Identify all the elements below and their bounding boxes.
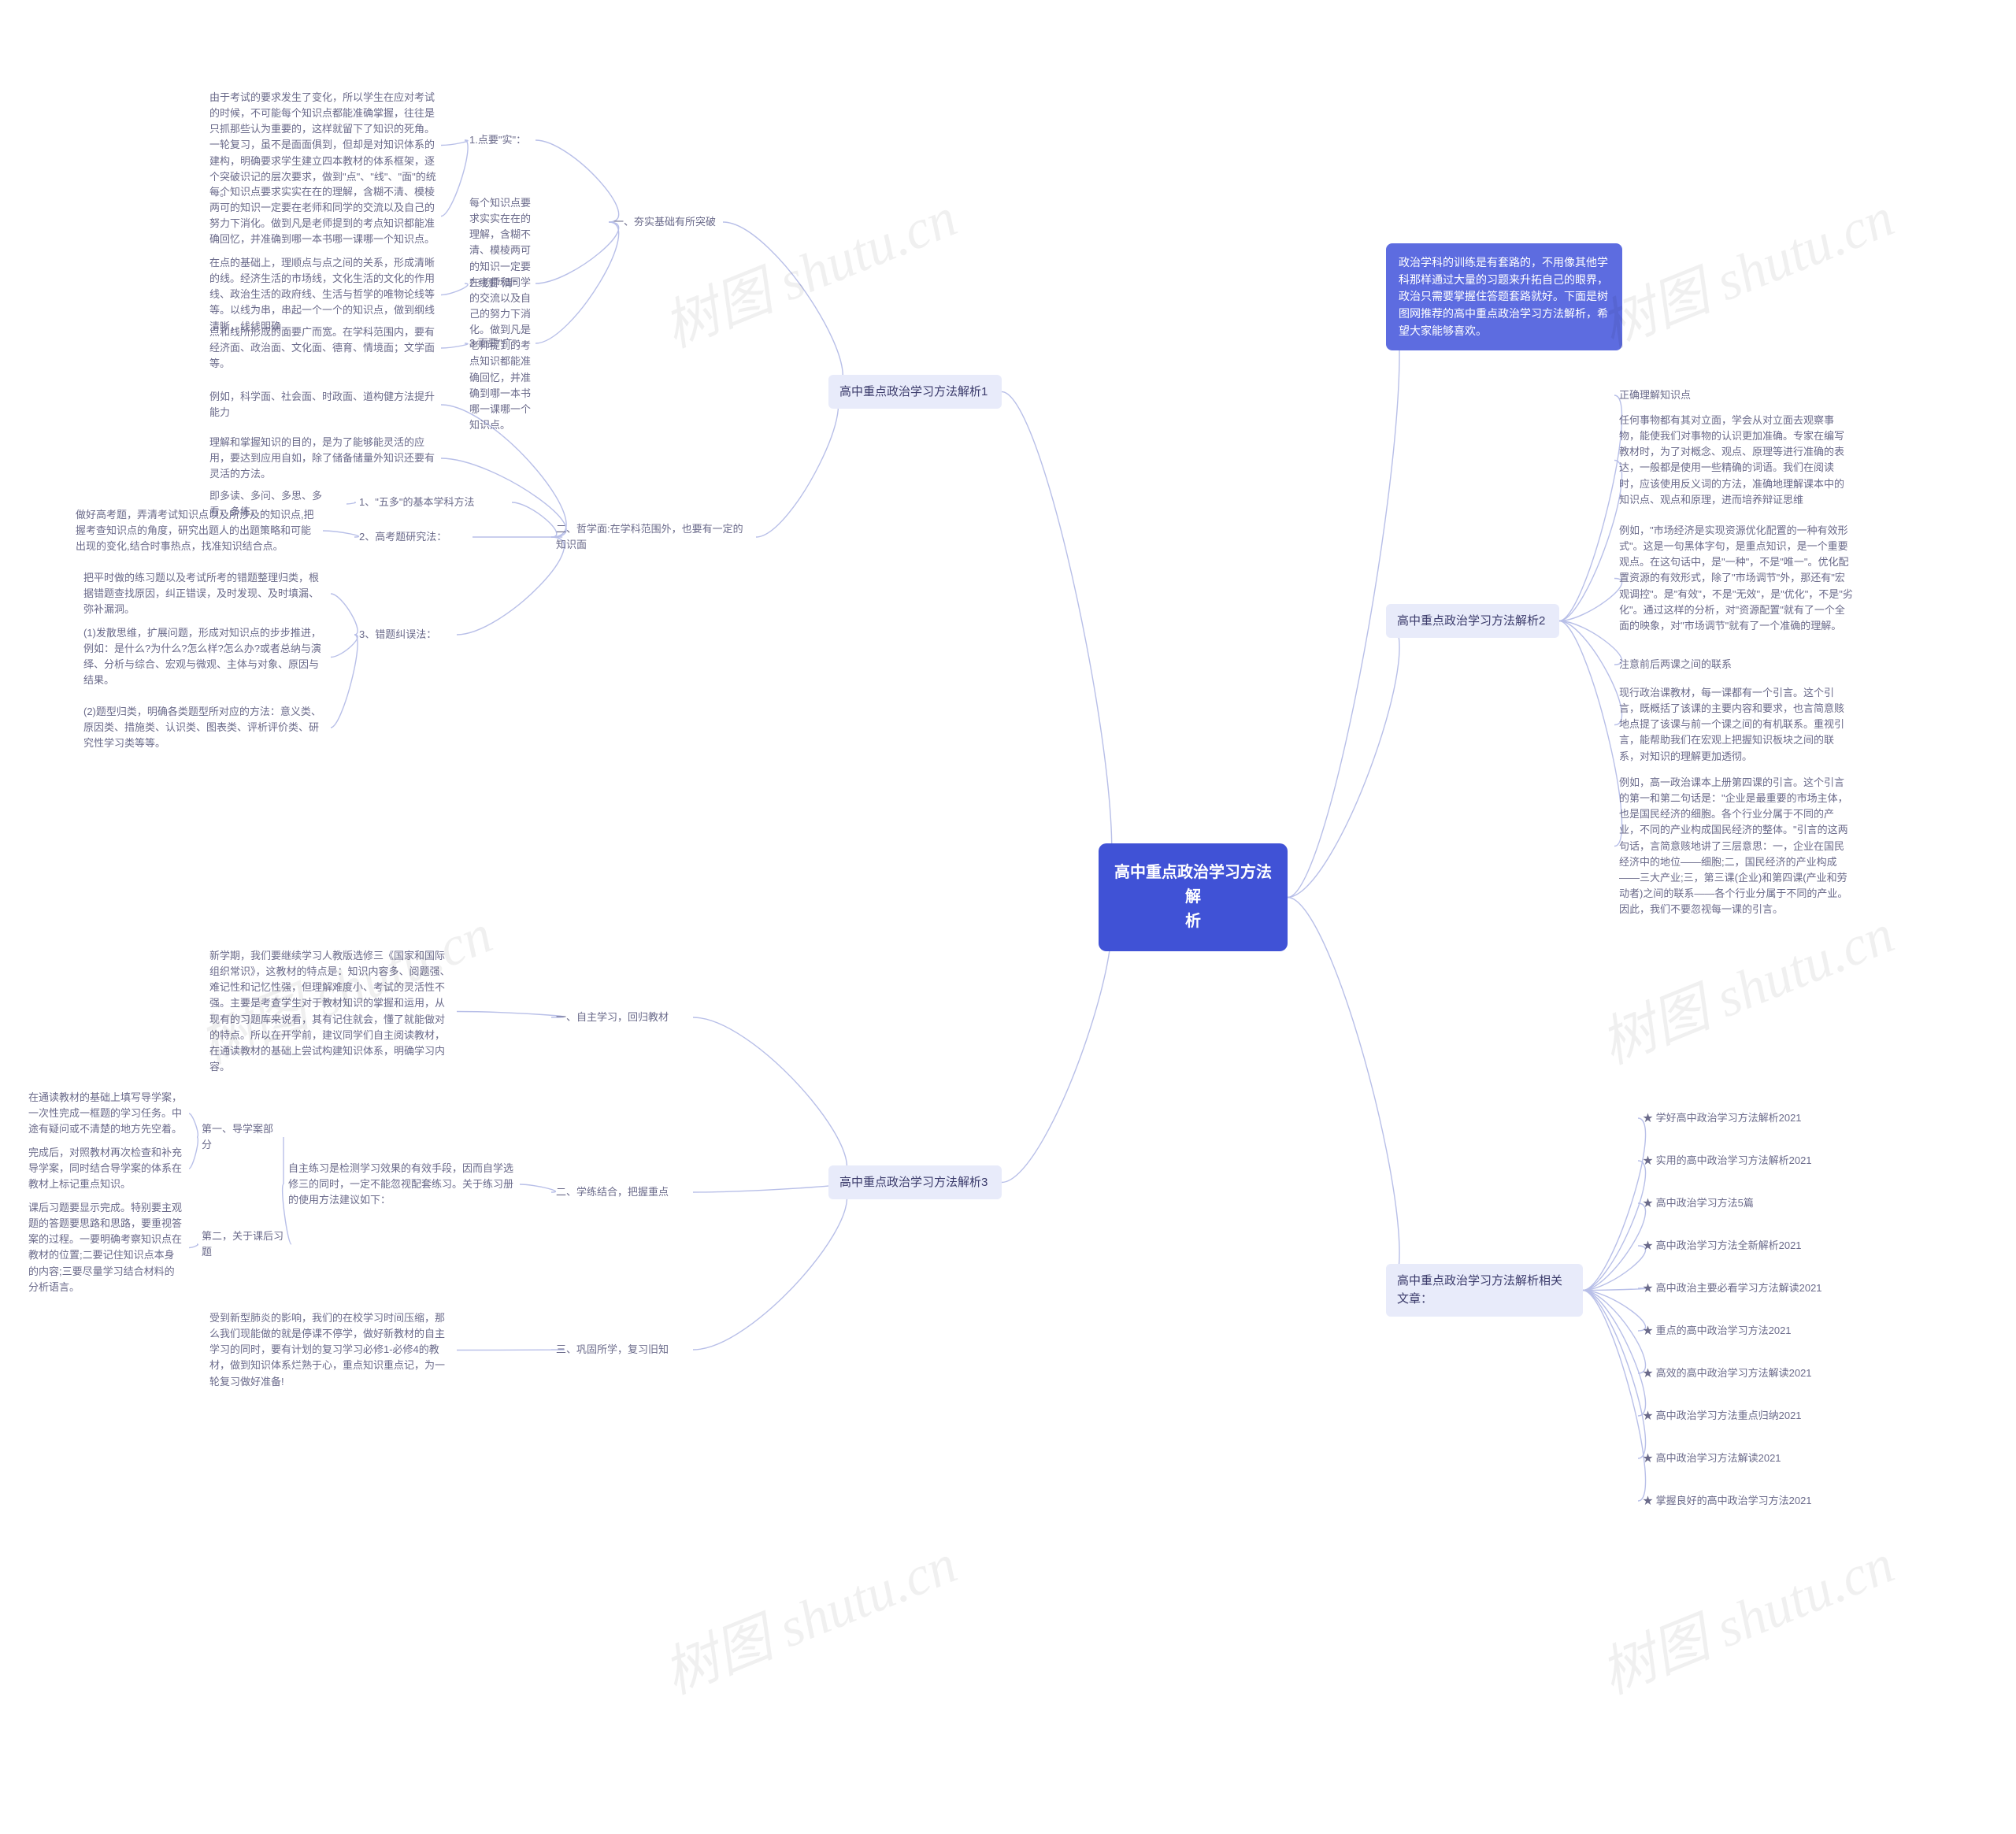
mindmap-node-r3: 注意前后两课之间的联系: [1614, 654, 1756, 676]
edge-c0-intro: [1288, 297, 1399, 898]
edge-m2-r2: [1559, 579, 1622, 621]
mindmap-node-p3b: 二、学练结合，把握重点: [551, 1181, 693, 1203]
mindmap-node-p2e2: (1)发散思维，扩展问题，形成对知识点的步步推进，例如：是什么?为什么?怎么样?…: [79, 622, 331, 692]
edge-p1a-p1a2pos: [441, 140, 468, 217]
edge-m4-a5: [1583, 1288, 1646, 1291]
watermark-4: 树图 shutu.cn: [650, 1520, 966, 1710]
mindmap-node-m1: 高中重点政治学习方法解析1: [828, 375, 1002, 409]
mindmap-node-p3b1a: 在通读教材的基础上填写导学案，一次性完成一框题的学习任务。中途有疑问或不清楚的地…: [24, 1087, 189, 1140]
mindmap-node-a7: ★ 高效的高中政治学习方法解读2021: [1638, 1362, 1858, 1384]
watermark-0: 树图 shutu.cn: [650, 173, 966, 363]
edge-m2-r3: [1559, 621, 1622, 665]
edge-c0-m3: [1002, 898, 1112, 1183]
edge-p2-p2c: [512, 502, 557, 537]
mindmap-node-p2a: 例如，科学面、社会面、时政面、道构健方法提升能力: [205, 386, 441, 424]
mindmap-node-p2d_t: 做好高考题，弄清考试知识点以及所涉及的知识点,把握考查知识点的角度，研究出题人的…: [71, 504, 323, 558]
mindmap-node-p2d: 2、高考题研究法：: [354, 526, 472, 548]
mindmap-node-p2: 二、哲学面:在学科范围外，也要有一定的知识面: [551, 518, 756, 556]
edge-m3-p3c: [693, 1183, 847, 1350]
mindmap-node-p1a2pos: 每个知识点要求实实在在的理解，含糊不清、模棱两可的知识一定要在老师和同学的交流以…: [205, 181, 441, 251]
mindmap-node-a8: ★ 高中政治学习方法重点归纳2021: [1638, 1405, 1835, 1427]
edge-p2e-p2e1: [331, 594, 358, 635]
watermark-5: 树图 shutu.cn: [1587, 1520, 1903, 1710]
edge-p1-p1b: [536, 222, 619, 283]
watermark-1: 树图 shutu.cn: [1587, 173, 1903, 363]
edge-m3-p3b: [693, 1183, 847, 1193]
mindmap-node-p3c_t: 受到新型肺炎的影响，我们的在校学习时间压缩，那么我们现能做的就是停课不停学，做好…: [205, 1307, 457, 1393]
edge-p2-p2e: [457, 537, 564, 635]
edge-m2-r1_t: [1559, 461, 1622, 621]
edge-p3b-p3b_t: [520, 1184, 555, 1192]
mindmap-node-r2: 例如，"市场经济是实现资源优化配置的一种有效形式"。这是一句黑体字句，是重点知识…: [1614, 520, 1858, 637]
edge-m4-a9: [1583, 1291, 1646, 1459]
edge-p2e-p2e2: [331, 635, 358, 658]
mindmap-node-p3b1: 第一、导学案部分: [197, 1118, 284, 1156]
mindmap-node-a6: ★ 重点的高中政治学习方法2021: [1638, 1320, 1835, 1342]
edge-c0-m4: [1288, 898, 1399, 1291]
mindmap-node-p3a_t: 新学期，我们要继续学习人教版选修三《国家和国际组织常识》，这教材的特点是：知识内…: [205, 945, 457, 1078]
mindmap-node-a2: ★ 实用的高中政治学习方法解析2021: [1638, 1150, 1858, 1172]
mindmap-node-p2b: 理解和掌握知识的目的，是为了能够能灵活的应用，要达到应用自如，除了储备储量外知识…: [205, 432, 441, 485]
mindmap-node-p1c: 3.面要"广"：: [465, 332, 536, 354]
edge-p1-p1c: [536, 222, 619, 343]
edge-m2-r4: [1559, 621, 1622, 847]
edge-p1-p1a: [536, 140, 619, 222]
edge-c0-m2: [1288, 621, 1399, 898]
edge-m4-a3: [1583, 1203, 1646, 1291]
mindmap-node-p3b_t: 自主练习是检测学习效果的有效手段，因而自学选修三的同时，一定不能忽视配套练习。关…: [284, 1158, 520, 1211]
edge-p1a-p1a_t: [441, 140, 468, 146]
edge-m4-a7: [1583, 1291, 1646, 1374]
mindmap-node-m3: 高中重点政治学习方法解析3: [828, 1165, 1002, 1199]
edge-m4-a2: [1583, 1161, 1646, 1291]
mindmap-node-p2c: 1、"五多"的基本学科方法: [354, 491, 512, 513]
mindmap-node-r3_t: 现行政治课教材，每一课都有一个引言。这个引言，既概括了该课的主要内容和要求，也言…: [1614, 682, 1858, 768]
edge-m1-p2: [756, 392, 839, 538]
mindmap-node-a5: ★ 高中政治主要必看学习方法解读2021: [1638, 1277, 1874, 1299]
mindmap-node-p1: 一、夯实基础有所突破: [609, 211, 723, 233]
mindmap-node-p3b2_t: 课后习题要显示完成。特别要主观题的答题要思路和思路，要重视答案的过程。一要明确考…: [24, 1197, 189, 1299]
mindmap-node-a4: ★ 高中政治学习方法全新解析2021: [1638, 1235, 1835, 1257]
mindmap-node-c0: 高中重点政治学习方法解 析: [1099, 843, 1288, 951]
mindmap-node-a3: ★ 高中政治学习方法5篇: [1638, 1192, 1772, 1214]
mindmap-node-p1b: 2.线要"清": [465, 272, 536, 295]
edge-c0-m1: [1002, 392, 1112, 898]
mindmap-node-p2e3: (2)题型归类，明确各类题型所对应的方法：意义类、原因类、措施类、认识类、图表类…: [79, 701, 331, 754]
edge-m3-p3a: [693, 1017, 847, 1183]
mindmap-node-a9: ★ 高中政治学习方法解读2021: [1638, 1447, 1819, 1469]
mindmap-node-intro: 政治学科的训练是有套路的，不用像其他学科那样通过大量的习题来升拓自己的眼界，政治…: [1386, 243, 1622, 350]
edge-p1b-p1b_t: [441, 283, 468, 295]
edge-m2-r3_t: [1559, 621, 1622, 725]
edge-p1c-p1c_t: [441, 343, 468, 348]
mindmap-node-m2: 高中重点政治学习方法解析2: [1386, 604, 1559, 638]
edge-m4-a1: [1583, 1118, 1646, 1291]
edge-m4-a8: [1583, 1291, 1646, 1417]
edge-m4-a10: [1583, 1291, 1646, 1502]
mindmap-node-r1: 正确理解知识点: [1614, 384, 1725, 406]
mindmap-node-p1c_t: 点和线所形成的面要广而宽。在学科范围内，要有经济面、政治面、文化面、德育、情境面…: [205, 321, 441, 375]
edge-p3a-p3a_t: [457, 1012, 564, 1018]
mindmap-node-p2e: 3、错题纠误法：: [354, 624, 457, 646]
edge-p2e-p2e3: [331, 635, 358, 728]
mindmap-node-p3b2: 第二，关于课后习题: [197, 1225, 291, 1263]
mindmap-node-r1_t: 任何事物都有其对立面，学会从对立面去观察事物，能使我们对事物的认识更加准确。专家…: [1614, 409, 1858, 511]
mindmap-node-p3c: 三、巩固所学，复习旧知: [551, 1339, 693, 1361]
mindmap-node-p3b1b: 完成后，对照教材再次检查和补充导学案，同时结合导学案的体系在教材上标记重点知识。: [24, 1142, 189, 1195]
mindmap-node-p3a: 一、自主学习，回归教材: [551, 1006, 693, 1028]
edge-m2-r1: [1559, 395, 1622, 621]
mindmap-node-p1a2: 每个知识点要求实实在在的理解，含糊不清、模棱两可的知识一定要在老师和同学的交流以…: [465, 192, 536, 436]
edge-m1-p1: [723, 222, 843, 392]
mindmap-node-a1: ★ 学好高中政治学习方法解析2021: [1638, 1107, 1851, 1129]
mindmap-node-p2e1: 把平时做的练习题以及考试所考的错题整理归类，根据错题查找原因，纠正错误，及时发现…: [79, 567, 331, 621]
mindmap-node-r4: 例如，高一政治课本上册第四课的引言。这个引言的第一和第二句话是："企业是最重要的…: [1614, 772, 1858, 921]
mindmap-node-m4: 高中重点政治学习方法解析相关文章：: [1386, 1264, 1583, 1317]
mindmap-node-p1a: 1.点要"实"：: [465, 129, 536, 151]
edge-p2d-p2d_t: [323, 531, 358, 537]
mindmap-node-a10: ★ 掌握良好的高中政治学习方法2021: [1638, 1490, 1866, 1512]
edge-m4-a6: [1583, 1291, 1646, 1332]
edge-m4-a4: [1583, 1246, 1646, 1291]
